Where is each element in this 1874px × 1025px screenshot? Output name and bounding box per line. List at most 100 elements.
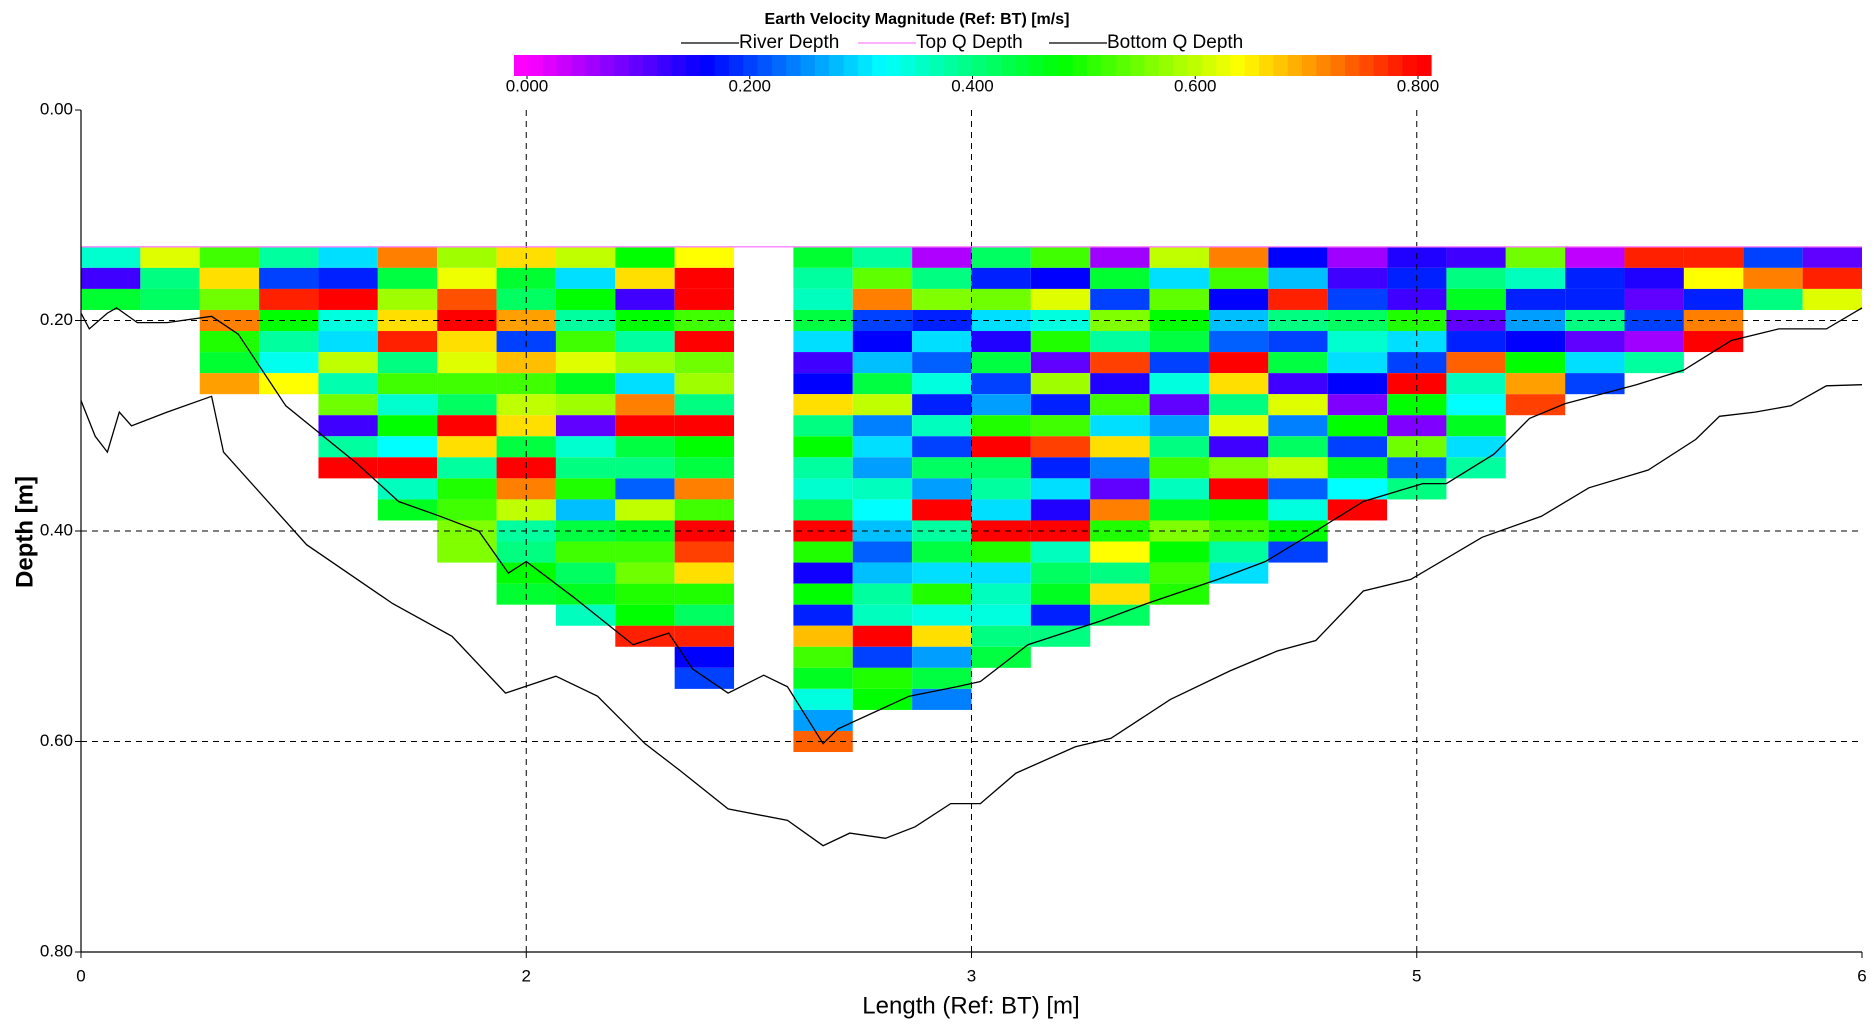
cell <box>1090 583 1150 605</box>
cell <box>912 394 972 416</box>
colorbar-swatch <box>642 55 658 76</box>
cell <box>1090 541 1150 563</box>
y-tick-label: 0.40 <box>40 520 73 539</box>
colorbar-swatch <box>986 55 1002 76</box>
cell <box>1090 394 1150 416</box>
cell <box>555 604 616 626</box>
cell <box>318 457 378 479</box>
depth-line <box>80 384 1863 847</box>
cell <box>437 415 497 437</box>
cell <box>674 562 735 584</box>
cell <box>1030 604 1091 626</box>
cell <box>377 331 438 353</box>
colorbar: 0.000 0.200 0.400 0.600 0.800 <box>506 55 1439 95</box>
cell <box>1387 436 1447 458</box>
cell <box>793 246 853 268</box>
cell <box>1505 331 1566 353</box>
colorbar-swatch <box>1402 55 1418 76</box>
cell <box>1446 373 1506 395</box>
cell <box>1149 436 1209 458</box>
cell <box>615 478 675 500</box>
cell <box>674 267 735 289</box>
cell <box>674 457 735 479</box>
cell <box>912 373 972 395</box>
cell <box>437 457 497 479</box>
colorbar-swatch <box>929 55 945 76</box>
colorbar-swatch <box>829 55 845 76</box>
cell <box>1446 415 1506 437</box>
cell <box>199 331 260 353</box>
cell <box>852 688 913 710</box>
x-tick-label: 0 <box>76 966 85 985</box>
colorbar-swatch <box>972 55 988 76</box>
cell <box>912 246 972 268</box>
cell <box>1149 246 1209 268</box>
cell <box>1090 288 1150 310</box>
cell <box>852 646 913 668</box>
y-tick-label: 0.60 <box>40 731 73 750</box>
cell <box>1090 331 1150 353</box>
cell <box>1090 246 1150 268</box>
cell <box>852 373 913 395</box>
cell <box>1387 394 1447 416</box>
colorbar-swatch <box>872 55 888 76</box>
cell <box>1505 352 1566 374</box>
cell <box>199 246 260 268</box>
cell <box>793 331 853 353</box>
cell <box>674 331 735 353</box>
cell <box>1565 246 1625 268</box>
cell <box>1030 331 1091 353</box>
x-tick-label: 5 <box>1412 966 1421 985</box>
cell <box>1030 541 1091 563</box>
cell <box>852 309 913 332</box>
cell <box>971 520 1031 542</box>
cell <box>1030 583 1091 605</box>
cell <box>318 352 378 374</box>
cell <box>318 246 378 268</box>
cell <box>852 436 913 458</box>
cell <box>1030 457 1091 479</box>
cell <box>852 394 913 416</box>
cell <box>912 583 972 605</box>
cell <box>1327 352 1388 374</box>
cell <box>615 415 675 437</box>
cell <box>615 457 675 479</box>
cell <box>1208 331 1269 353</box>
cell <box>1149 373 1209 395</box>
cell <box>674 246 735 268</box>
x-axis-title: Length (Ref: BT) [m] <box>862 992 1079 1019</box>
cell <box>1090 499 1150 521</box>
cell <box>259 331 319 353</box>
colorbar-swatch <box>1330 55 1346 76</box>
cell <box>1565 352 1625 374</box>
cell <box>912 436 972 458</box>
colorbar-swatch <box>1144 55 1160 76</box>
cell <box>1446 352 1506 374</box>
cell <box>912 288 972 310</box>
colorbar-swatch <box>743 55 759 76</box>
cell <box>674 352 735 374</box>
colorbar-swatch <box>1273 55 1289 76</box>
colorbar-swatch <box>714 55 730 76</box>
cell <box>793 415 853 437</box>
colorbar-swatch <box>857 55 873 76</box>
colorbar-swatch <box>700 55 716 76</box>
cell <box>1624 246 1684 268</box>
cell <box>1149 288 1209 310</box>
cell <box>793 499 853 521</box>
colorbar-swatch <box>943 55 959 76</box>
cell <box>1683 288 1744 310</box>
cell <box>377 457 438 479</box>
cell <box>259 352 319 374</box>
colorbar-swatch <box>571 55 587 76</box>
x-tick-label: 6 <box>1857 966 1866 985</box>
colorbar-tick-label: 0.400 <box>951 76 994 95</box>
cell <box>1208 352 1269 374</box>
colorbar-swatch <box>585 55 601 76</box>
colorbar-tick-label: 0.000 <box>506 76 549 95</box>
cell <box>615 436 675 458</box>
colorbar-swatch <box>1345 55 1360 76</box>
cell <box>318 394 378 416</box>
cell <box>1268 373 1328 395</box>
